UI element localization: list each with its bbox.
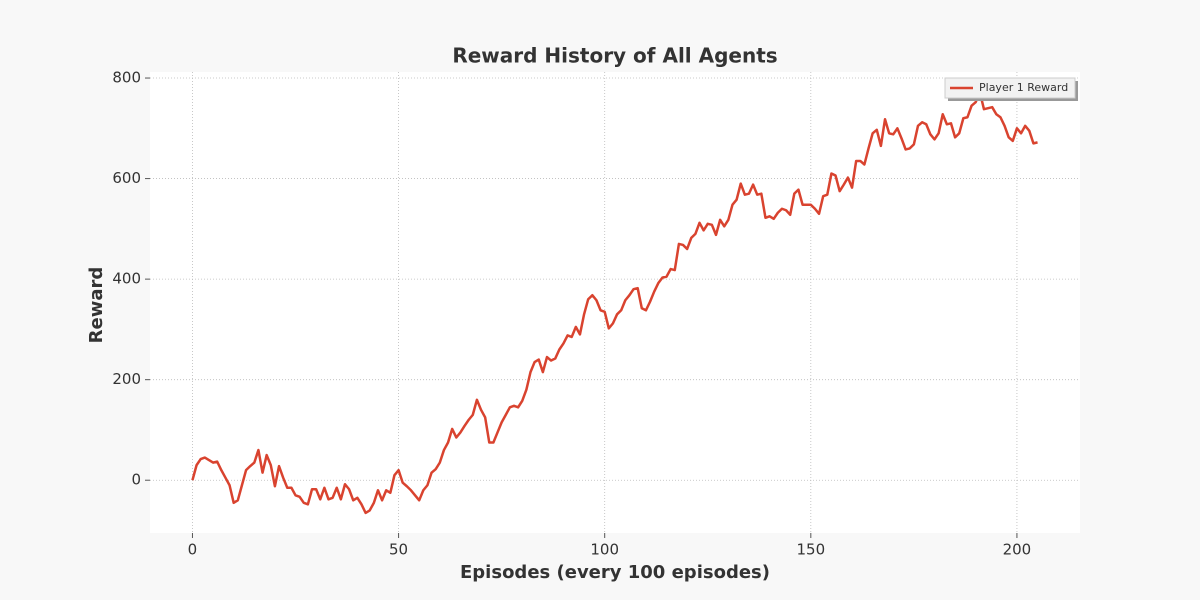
legend-label: Player 1 Reward bbox=[979, 81, 1068, 94]
y-tick-label: 600 bbox=[112, 169, 141, 187]
x-tick-label: 50 bbox=[389, 541, 408, 559]
y-tick-label: 0 bbox=[131, 471, 141, 489]
y-tick-label: 200 bbox=[112, 370, 141, 388]
legend: Player 1 Reward bbox=[944, 77, 1078, 101]
x-tick-label: 150 bbox=[796, 541, 825, 559]
x-tick-label: 200 bbox=[1003, 541, 1032, 559]
plot-area bbox=[150, 72, 1080, 533]
y-tick-label: 400 bbox=[112, 270, 141, 288]
chart-title: Reward History of All Agents bbox=[452, 44, 777, 68]
legend-box bbox=[944, 77, 1076, 99]
x-tick-label: 100 bbox=[590, 541, 619, 559]
x-axis-label: Episodes (every 100 episodes) bbox=[460, 562, 770, 583]
x-tick-label: 0 bbox=[188, 541, 198, 559]
y-axis-label: Reward bbox=[86, 267, 107, 344]
line-series bbox=[191, 90, 1038, 515]
y-tick-label: 800 bbox=[112, 69, 141, 87]
